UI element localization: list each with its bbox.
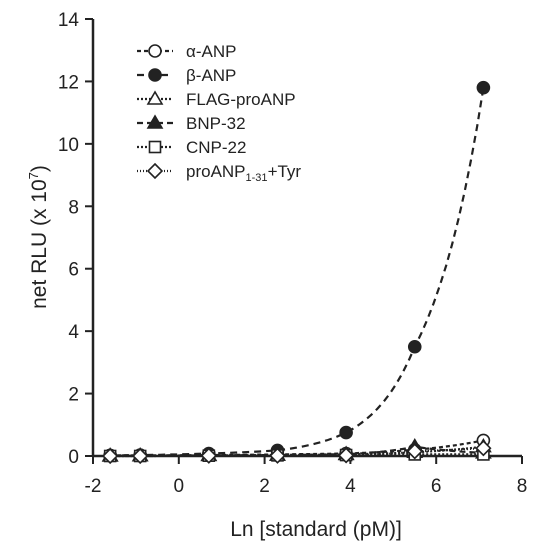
data-point: [340, 427, 352, 439]
x-tick-label: 8: [517, 476, 528, 497]
x-axis-title: Ln [standard (pM)]: [230, 518, 402, 541]
data-point: [409, 341, 421, 353]
legend-item: β-ANP: [137, 66, 236, 85]
y-tick-label: 0: [68, 447, 79, 468]
x-tick-label: 4: [345, 476, 356, 497]
data-point: [477, 82, 489, 94]
x-tick-label: 0: [174, 476, 185, 497]
series-markers: [103, 82, 490, 463]
y-tick-label: 8: [68, 197, 79, 218]
legend-item: proANP1-31+Tyr: [137, 162, 301, 184]
y-tick-label: 14: [58, 10, 80, 31]
legend-item: CNP-22: [137, 138, 246, 157]
y-tick-label: 10: [58, 135, 79, 156]
series-line: [110, 88, 483, 456]
legend-marker: [148, 164, 162, 178]
legend-label: α-ANP: [186, 42, 236, 61]
legend: α-ANP β-ANP FLAG-proANP BNP-32 CNP-22 proANP1…: [137, 42, 301, 184]
legend-marker: [150, 142, 161, 153]
legend-label: CNP-22: [186, 138, 246, 157]
x-tick-label: -2: [85, 476, 102, 497]
legend-item: FLAG-proANP: [137, 90, 296, 109]
y-axis-exponent: 7: [26, 172, 41, 179]
y-tick-label: 6: [68, 260, 79, 281]
y-axis-title: net RLU (x 107): [26, 165, 51, 309]
legend-marker: [149, 45, 161, 57]
y-tick-label: 2: [68, 385, 79, 406]
legend-marker: [149, 69, 161, 81]
legend-label: proANP1-31+Tyr: [186, 162, 301, 184]
series-lines: [110, 88, 483, 456]
legend-item: BNP-32: [137, 114, 246, 133]
legend-item: α-ANP: [137, 42, 236, 61]
legend-label: β-ANP: [186, 66, 236, 85]
y-tick-label: 4: [68, 322, 79, 343]
axes: [85, 19, 522, 464]
y-tick-label: 12: [58, 72, 79, 93]
legend-label: BNP-32: [186, 114, 246, 133]
legend-label: FLAG-proANP: [186, 90, 296, 109]
x-tick-label: 6: [431, 476, 442, 497]
tick-labels: 0 2 4 6 8 10 12 14 -2 0 2 4 6 8: [58, 10, 527, 497]
x-tick-label: 2: [259, 476, 270, 497]
